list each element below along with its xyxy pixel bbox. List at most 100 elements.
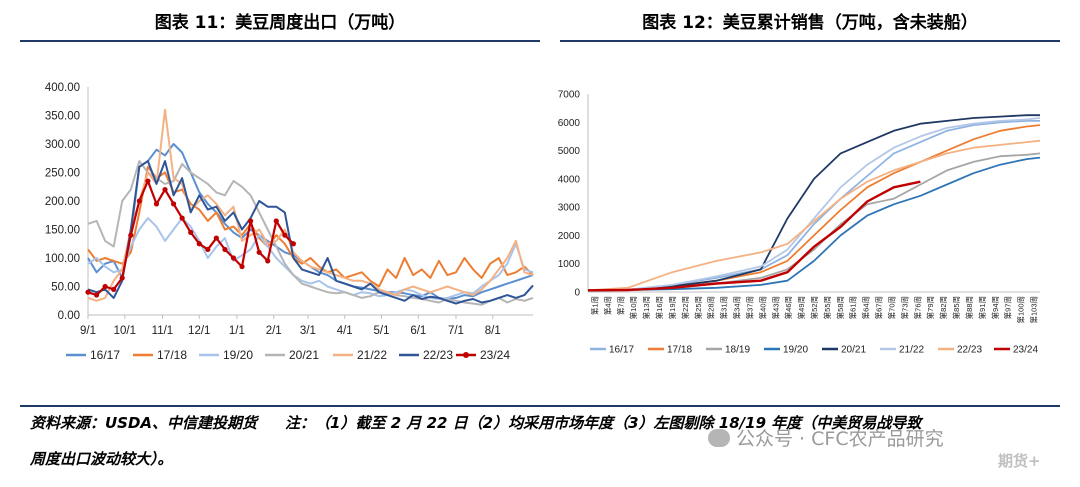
left-series-point: [162, 187, 168, 193]
right-x-tick-label: 第34周: [732, 296, 742, 319]
left-legend-label: 17/18: [157, 348, 187, 362]
left-legend-label: 23/24: [480, 348, 510, 362]
left-series-line-17-18: [87, 165, 534, 288]
left-series-point: [111, 286, 117, 292]
right-legend-label: 20/21: [841, 345, 866, 356]
right-x-tick-label: 第22周: [680, 296, 690, 319]
right-x-tick-label: 第1周: [590, 296, 600, 315]
left-y-tick-label: 0.00: [58, 310, 80, 322]
left-legend-label: 22/23: [423, 348, 453, 362]
left-series-line-16-17: [87, 143, 534, 300]
right-x-tick-label: 第31周: [719, 296, 729, 319]
left-x-tick-label: 8/1: [485, 325, 501, 337]
right-legend-label: 18/19: [725, 345, 750, 356]
left-x-tick-label: 5/1: [374, 325, 390, 337]
left-legend-label: 20/21: [289, 348, 319, 362]
left-series-line-20-21: [87, 160, 534, 306]
left-x-tick-label: 1/1: [229, 325, 245, 337]
right-x-tick-label: 第49周: [796, 296, 806, 319]
left-series-point: [85, 289, 91, 295]
left-series-point: [265, 258, 271, 264]
right-x-tick-label: 第70周: [887, 296, 897, 319]
right-x-tick-label: 第4周: [602, 296, 612, 315]
right-x-tick-label: 第91周: [977, 296, 987, 319]
right-legend-label: 21/22: [899, 345, 924, 356]
right-series-line-23-24: [587, 180, 921, 292]
right-x-tick-label: 第73周: [899, 296, 909, 319]
right-y-tick-label: 7000: [558, 90, 581, 101]
right-x-tick-label: 第79周: [925, 296, 935, 319]
left-x-tick-label: 9/1: [80, 325, 96, 337]
left-series-point: [170, 201, 177, 207]
footer-note-cont: 周度出口波动较大）。: [30, 450, 173, 468]
source-text: 资料来源：USDA、中信建投期货: [30, 414, 258, 432]
right-x-tick-label: 第28周: [706, 296, 716, 319]
right-y-tick-label: 4000: [558, 174, 581, 185]
right-legend-label: 22/23: [957, 345, 982, 356]
left-legend-label: 21/22: [357, 348, 387, 362]
left-x-tick-label: 7/1: [448, 325, 464, 337]
right-y-tick-label: 1000: [558, 259, 581, 270]
right-x-tick-label: 第52周: [809, 296, 819, 319]
left-series-point: [205, 246, 211, 253]
left-series-point: [128, 232, 134, 238]
left-series-point: [290, 241, 296, 247]
right-y-tick-label: 0: [574, 288, 580, 299]
left-legend-label: 19/20: [223, 348, 253, 362]
watermark: 公众号 · CFC农产品研究: [708, 424, 944, 451]
left-series-point: [145, 178, 151, 184]
left-x-tick-label: 4/1: [337, 325, 353, 337]
left-series-line-21-22: [87, 108, 534, 302]
right-x-tick-label: 第10周: [628, 296, 638, 319]
left-y-tick-label: 400.00: [45, 82, 80, 94]
footer-rule: [20, 405, 1060, 407]
right-legend-label: 19/20: [783, 345, 808, 356]
left-series-point: [256, 249, 262, 255]
left-series-point: [188, 229, 194, 235]
charts-canvas: 400.00 350.00 300.00 250.00 200.00 150.00 100.…: [45, 82, 1041, 362]
right-x-tick-label: 第37周: [744, 296, 754, 319]
left-y-tick-label: 200.00: [45, 196, 80, 208]
right-x-tick-label: 第7周: [615, 296, 625, 315]
right-series-line-17-18: [587, 124, 1041, 292]
right-series-line-19-20: [587, 156, 1041, 292]
right-x-tick-label: 第55周: [822, 296, 832, 319]
right-x-tick-label: 第100周: [1016, 296, 1026, 324]
right-x-tick-label: 第61周: [848, 296, 858, 319]
right-legend-label: 17/18: [667, 345, 692, 356]
left-series-point: [222, 246, 228, 253]
right-x-tick-label: 第25周: [693, 296, 703, 319]
left-series-point: [247, 218, 254, 224]
right-x-tick-label: 第43周: [770, 296, 780, 319]
watermark-text: 公众号 · CFC农产品研究: [736, 428, 944, 450]
left-x-tick-label: 6/1: [410, 325, 426, 337]
left-series-point: [179, 215, 185, 221]
left-series-point: [102, 283, 108, 290]
left-series-point: [273, 218, 279, 224]
right-y-tick-label: 3000: [558, 203, 581, 214]
left-series-line-22-23: [87, 160, 534, 305]
left-x-tick-label: 10/1: [114, 325, 136, 337]
right-x-tick-label: 第88周: [964, 296, 974, 319]
note-text: 注：（1）截至 2 月 22 日（2）均采用市场年度（3）左图剔除 18/19 …: [285, 414, 922, 432]
right-x-tick-label: 第58周: [835, 296, 845, 319]
right-y-tick-label: 6000: [558, 118, 581, 129]
left-y-tick-label: 150.00: [45, 225, 80, 237]
left-series-point: [196, 241, 202, 247]
right-series-line-22-23: [587, 139, 1041, 292]
right-title-rule: [560, 40, 1060, 42]
right-series-line-16-17: [587, 120, 1040, 292]
right-y-tick-label: 5000: [558, 146, 581, 157]
right-y-tick-label: 2000: [558, 231, 581, 242]
right-chart-title: 图表 12：美豆累计销售（万吨，含未装船）: [642, 13, 978, 33]
left-x-tick-label: 12/1: [188, 325, 210, 337]
left-series-point: [239, 263, 245, 270]
left-chart-title: 图表 11：美豆周度出口（万吨）: [154, 13, 406, 33]
right-legend-label: 16/17: [609, 345, 634, 356]
left-series-point: [153, 201, 160, 207]
right-series-line-21-22: [587, 117, 1041, 292]
right-x-tick-label: 第67周: [874, 296, 884, 319]
left-y-tick-label: 250.00: [45, 168, 80, 180]
right-x-tick-label: 第13周: [641, 296, 651, 319]
watermark-logo: 期货+: [998, 452, 1041, 470]
